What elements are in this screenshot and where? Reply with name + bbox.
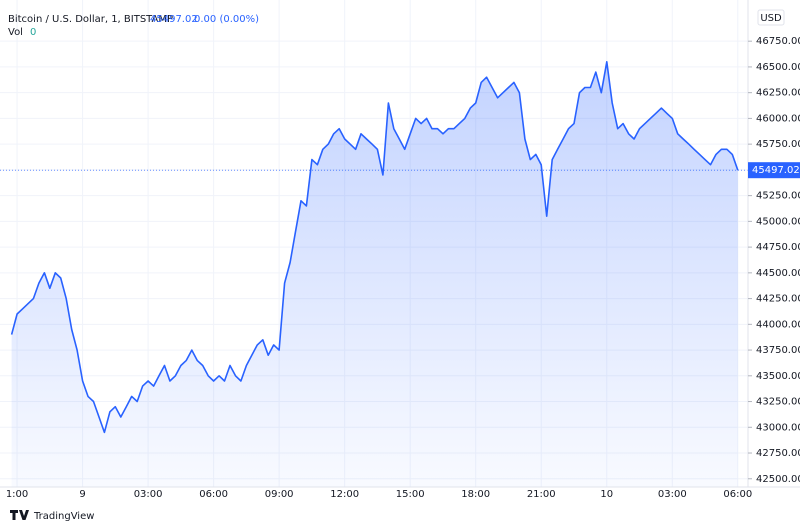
x-tick-label: 06:00 bbox=[723, 489, 752, 500]
x-tick-label: 18:00 bbox=[461, 489, 490, 500]
logo-mark bbox=[10, 510, 29, 520]
price-line bbox=[10, 61, 739, 434]
y-tick-label: 44000.00 bbox=[756, 319, 800, 330]
x-tick-label: 03:00 bbox=[134, 489, 163, 500]
x-tick-label: 9 bbox=[79, 489, 85, 500]
y-tick-label: 44500.00 bbox=[756, 268, 800, 279]
x-tick-label: 21:00 bbox=[527, 489, 556, 500]
last-price-tag bbox=[748, 162, 800, 179]
y-tick-label: 43750.00 bbox=[756, 345, 800, 356]
x-tick-label: 03:00 bbox=[658, 489, 687, 500]
y-tick-label: 43000.00 bbox=[756, 422, 800, 433]
x-tick-label: 15:00 bbox=[396, 489, 425, 500]
y-tick-label: 46000.00 bbox=[756, 113, 800, 124]
currency-badge[interactable] bbox=[757, 9, 785, 26]
y-tick-label: 45000.00 bbox=[756, 216, 800, 227]
area-fill bbox=[11, 61, 738, 488]
y-tick-label: 45250.00 bbox=[756, 191, 800, 202]
volume-label: Vol bbox=[8, 27, 23, 38]
plot bbox=[0, 61, 748, 488]
symbol-title: Bitcoin / U.S. Dollar, 1, BITSTAMP bbox=[8, 14, 173, 25]
y-tick-label: 43500.00 bbox=[756, 371, 800, 382]
axes: 42500.00 42750.00 43000.00 43250.00 43500.00… bbox=[6, 36, 800, 500]
x-tick-label: 1:00 bbox=[6, 489, 28, 500]
y-tick-label: 43250.00 bbox=[756, 397, 800, 408]
y-tick-label: 44750.00 bbox=[756, 242, 800, 253]
x-tick-label: 09:00 bbox=[265, 489, 294, 500]
brand-name: TradingView bbox=[33, 511, 94, 522]
y-tick-label: 42750.00 bbox=[756, 448, 800, 459]
y-tick-label: 46500.00 bbox=[756, 62, 800, 73]
y-tick-label: 46250.00 bbox=[756, 88, 800, 99]
brand-logo[interactable]: TradingView bbox=[10, 510, 94, 522]
y-tick-label: 46750.00 bbox=[756, 36, 800, 47]
currency[interactable]: USD bbox=[760, 13, 782, 24]
y-tick-label: 44250.00 bbox=[756, 294, 800, 305]
x-tick-label: 10 bbox=[600, 489, 613, 500]
last-price: 45497.02 bbox=[150, 14, 198, 25]
x-tick-label: 06:00 bbox=[199, 489, 228, 500]
x-tick-label: 12:00 bbox=[330, 489, 359, 500]
last-price-label: 45497.02 bbox=[752, 165, 800, 176]
price-change: 0.00 (0.00%) bbox=[194, 14, 259, 25]
volume-value: 0 bbox=[30, 27, 36, 38]
y-tick-label: 42500.00 bbox=[756, 474, 800, 485]
y-tick-label: 45750.00 bbox=[756, 139, 800, 150]
